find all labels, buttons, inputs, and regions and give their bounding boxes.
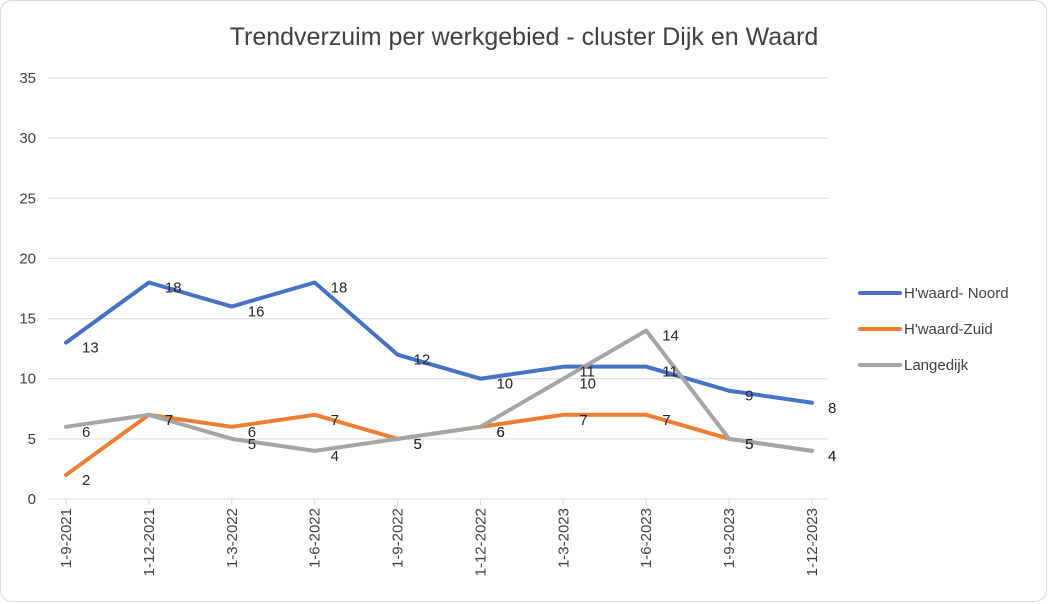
data-label: 5 <box>745 436 753 453</box>
x-tick-label: 1-9-2022 <box>390 508 407 568</box>
data-label: 11 <box>662 364 678 381</box>
x-tick-label: 1-3-2023 <box>555 508 572 568</box>
data-label: 13 <box>82 340 99 357</box>
x-tick-label: 1-12-2021 <box>141 508 158 576</box>
x-tick-label: 1-9-2023 <box>721 508 738 568</box>
y-axis-tick-labels: 0 5 10 15 20 25 30 35 <box>19 70 36 508</box>
x-tick-label: 1-6-2023 <box>638 508 655 568</box>
x-tick-label: 1-9-2021 <box>58 508 75 568</box>
data-label: 7 <box>662 412 670 429</box>
data-label: 12 <box>414 352 431 369</box>
data-label: 5 <box>745 436 753 453</box>
data-label: 18 <box>165 279 182 296</box>
x-tick-label: 1-6-2022 <box>307 508 324 568</box>
data-label: 5 <box>248 436 256 453</box>
data-label: 5 <box>414 436 422 453</box>
legend-label: H'waard- Noord <box>904 285 1009 302</box>
y-tick-label: 20 <box>19 250 36 267</box>
legend-label: H'waard-Zuid <box>904 321 993 338</box>
y-tick-label: 35 <box>19 70 36 87</box>
data-label: 18 <box>331 279 348 296</box>
data-label: 10 <box>579 376 596 393</box>
data-label: 6 <box>82 424 90 441</box>
series-line-1 <box>64 280 814 405</box>
y-tick-label: 10 <box>19 371 36 388</box>
data-label: 7 <box>579 412 587 429</box>
x-axis-tick-labels: 1-9-2021 1-12-2021 1-3-2022 1-6-2022 1-9-202… <box>58 499 821 576</box>
y-tick-label: 25 <box>19 190 36 207</box>
data-label: 11 <box>579 364 595 381</box>
series-lines <box>64 280 814 477</box>
gridlines <box>48 77 828 500</box>
data-label: 7 <box>331 412 339 429</box>
data-label: 9 <box>745 388 753 405</box>
y-tick-label: 15 <box>19 311 36 328</box>
data-label: 4 <box>331 448 339 465</box>
data-label: 6 <box>248 424 256 441</box>
data-label: 7 <box>165 412 173 429</box>
data-label: 4 <box>828 448 836 465</box>
legend: H'waard- Noord H'waard-Zuid Langedijk <box>858 285 1009 374</box>
x-tick-label: 1-12-2022 <box>472 508 489 576</box>
data-label: 6 <box>496 424 504 441</box>
data-label: 2 <box>82 472 90 489</box>
legend-label: Langedijk <box>904 357 969 374</box>
data-label: 10 <box>496 376 513 393</box>
data-label: 8 <box>828 400 836 417</box>
chart-title: Trendverzuim per werkgebied - cluster Di… <box>230 23 819 51</box>
data-label: 14 <box>662 328 679 345</box>
data-label: 7 <box>165 412 173 429</box>
x-tick-label: 1-12-2023 <box>804 508 821 576</box>
y-tick-label: 5 <box>28 431 36 448</box>
data-label: 6 <box>496 424 504 441</box>
series-line-3 <box>64 328 814 453</box>
data-label: 16 <box>248 304 265 321</box>
y-tick-label: 30 <box>19 130 36 147</box>
y-tick-label: 0 <box>28 491 36 508</box>
data-label: 5 <box>414 436 422 453</box>
data-label: 4 <box>828 448 836 465</box>
x-tick-label: 1-3-2022 <box>224 508 241 568</box>
